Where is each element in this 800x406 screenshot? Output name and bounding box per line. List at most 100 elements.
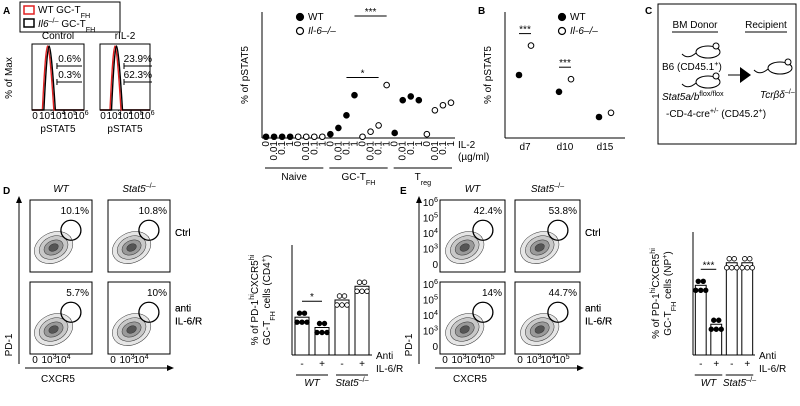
column-title-part: Stat5: [531, 184, 555, 195]
bar-dot-decoration: [304, 319, 310, 325]
column-title-part: WT: [53, 184, 69, 195]
data-point: [527, 42, 535, 49]
histogram-title: Control: [42, 31, 74, 42]
x-tick-label-part: 4: [552, 352, 556, 361]
bar-dot-decoration: [364, 288, 370, 294]
y-axis-label-part: cells (CD4: [262, 262, 273, 311]
x-tick-label: 0.01: [398, 141, 409, 161]
flow-contour: [126, 325, 137, 334]
mouse-tail: [681, 52, 697, 58]
x-tick-label: d7: [519, 142, 531, 153]
gate-value: 14%: [482, 288, 502, 299]
flow-gate: [138, 301, 160, 323]
x-tick-label: 104: [465, 352, 480, 367]
y-tick-label-part: 0: [432, 260, 438, 271]
bar-dot-decoration: [729, 265, 735, 271]
y-axis-label-part: CXCR5: [250, 260, 261, 294]
x-tick-label: -: [699, 359, 702, 370]
data-point: [327, 130, 334, 138]
group-label: Naive: [281, 172, 307, 183]
data-point: [319, 133, 326, 141]
x-axis-label: CXCR5: [41, 374, 75, 385]
x-tick-label-part: 10: [39, 111, 51, 122]
bar-dot-decoration: [698, 287, 704, 293]
x-tick-label-part: 10: [540, 355, 552, 366]
x-tick-label-part: 3: [538, 352, 542, 361]
x-tick-label-part: 4: [477, 352, 481, 361]
x-tick-label-part: 0: [517, 355, 523, 366]
x-tick-label-part: 10: [50, 111, 62, 122]
gate-value: 10%: [147, 288, 167, 299]
group-label-part: Stat5: [335, 378, 359, 389]
row-label: anti: [585, 304, 601, 315]
x-tick-label: 0: [32, 355, 38, 366]
legend-swatch: [23, 18, 35, 28]
x-tick-label: 103: [526, 352, 541, 367]
y-axis-label-part: hi: [648, 248, 657, 254]
flow-frame: [29, 281, 93, 355]
bar-dot-decoration: [301, 310, 308, 316]
histogram-curve: [100, 45, 150, 111]
flow-frame: [29, 199, 93, 273]
data-point: [595, 113, 603, 121]
x-tick-label: 0.01: [301, 141, 312, 161]
x-tick-label: 0.1: [309, 141, 320, 155]
flow-frame: [439, 199, 506, 273]
bar-dot-decoration: [339, 302, 345, 308]
y-axis-label: % of pSTAT5: [483, 46, 494, 104]
group-label: GC-TFH: [341, 172, 375, 187]
y-tick-label-part: 10: [423, 198, 435, 209]
data-point: [431, 106, 439, 114]
y-tick-label: 106: [423, 277, 438, 292]
row-label: IL-6/R: [175, 317, 202, 328]
flow-frame: [514, 281, 581, 355]
y-axis-label-part: FH: [268, 311, 277, 321]
histogram-title: rIL-2: [115, 31, 136, 42]
x-tick-label-part: 6: [151, 108, 155, 117]
flow-contour: [534, 243, 545, 252]
gate-value: 10.8%: [139, 206, 167, 217]
histogram-curve: [100, 45, 150, 111]
bar-dot-decoration: [334, 302, 340, 308]
bar-dot-decoration: [731, 256, 737, 262]
legend-entry-part: –/–: [49, 16, 59, 25]
bar-dot-decoration: [742, 256, 748, 262]
x-tick-label-part: 10: [55, 355, 67, 366]
flow-frame: [107, 199, 171, 273]
x-tick-label: -: [300, 359, 303, 370]
column-title: WT: [53, 184, 69, 195]
x-axis-label: CXCR5: [453, 374, 487, 385]
x-tick-label: 106: [139, 108, 154, 123]
x-tick-label: 1: [317, 141, 328, 147]
diagram-label-part: flox/flox: [699, 89, 724, 98]
y-tick-label: 103: [423, 323, 438, 338]
diagram-heading: Recipient: [745, 20, 787, 31]
bar-dot-decoration: [359, 288, 365, 294]
x-tick-label-part: 10: [526, 355, 538, 366]
x-tick-label: +: [713, 359, 719, 370]
y-axis-label: PD-1: [404, 333, 415, 356]
data-point: [399, 96, 407, 104]
x-tick-label-part: 5: [73, 108, 77, 117]
y-axis-label-part: GC-T: [663, 311, 674, 335]
row-label: Ctrl: [175, 228, 191, 239]
x-tick-label: 104: [55, 352, 70, 367]
column-title: WT: [465, 184, 481, 195]
x-tick-label-part: 10: [139, 111, 151, 122]
y-axis-label-part: CXCR5: [651, 253, 662, 287]
group-label-part: WT: [701, 378, 717, 389]
data-point: [367, 128, 374, 135]
x-tick-label: 0: [422, 141, 433, 147]
x-tick-label: 0.1: [277, 141, 288, 155]
row-label: Ctrl: [175, 228, 191, 239]
significance-label: ***: [519, 25, 531, 36]
bar-dot-decoration: [713, 326, 719, 332]
x-tick-label-part: 10: [128, 111, 140, 122]
group-label-part: GC-T: [341, 172, 365, 183]
group-label-part: FH: [366, 178, 376, 187]
x-tick-label-part: 10: [117, 111, 129, 122]
x-tick-label-part: 3: [131, 352, 135, 361]
y-tick-label: 0: [432, 260, 438, 271]
y-tick-label-part: 5: [434, 210, 438, 219]
group-label: WT: [701, 378, 717, 389]
